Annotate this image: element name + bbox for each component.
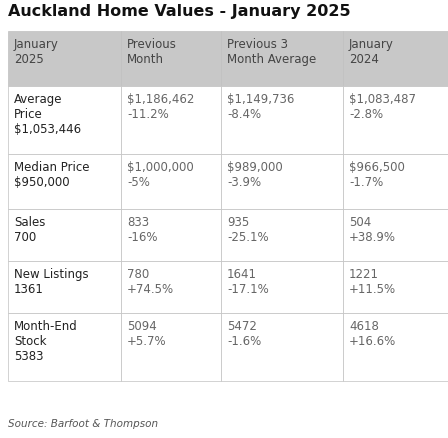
Text: Month-End
Stock
5383: Month-End Stock 5383 — [14, 319, 78, 362]
Text: 1221
+11.5%: 1221 +11.5% — [349, 267, 396, 295]
Text: 504
+38.9%: 504 +38.9% — [349, 215, 396, 244]
Text: 935
-25.1%: 935 -25.1% — [227, 215, 269, 244]
Text: Source: Barfoot & Thompson: Source: Barfoot & Thompson — [8, 418, 158, 428]
Text: Previous
Month: Previous Month — [127, 38, 177, 66]
Text: January
2024: January 2024 — [349, 38, 394, 66]
Text: $1,186,462
-11.2%: $1,186,462 -11.2% — [127, 93, 194, 121]
Text: Median Price
$950,000: Median Price $950,000 — [14, 161, 90, 189]
Text: $966,500
-1.7%: $966,500 -1.7% — [349, 161, 405, 189]
Text: 780
+74.5%: 780 +74.5% — [127, 267, 174, 295]
Text: Sales
700: Sales 700 — [14, 215, 45, 244]
Text: Auckland Home Values - January 2025: Auckland Home Values - January 2025 — [8, 4, 351, 19]
Text: 1641
-17.1%: 1641 -17.1% — [227, 267, 269, 295]
Text: 4618
+16.6%: 4618 +16.6% — [349, 319, 396, 347]
Text: Average
Price
$1,053,446: Average Price $1,053,446 — [14, 93, 81, 136]
Text: $1,000,000
-5%: $1,000,000 -5% — [127, 161, 194, 189]
Text: January
2025: January 2025 — [14, 38, 59, 66]
Text: 833
-16%: 833 -16% — [127, 215, 158, 244]
Text: Previous 3
Month Average: Previous 3 Month Average — [227, 38, 316, 66]
Text: $989,000
-3.9%: $989,000 -3.9% — [227, 161, 283, 189]
Text: 5472
-1.6%: 5472 -1.6% — [227, 319, 261, 347]
Text: New Listings
1361: New Listings 1361 — [14, 267, 89, 295]
Text: $1,083,487
-2.8%: $1,083,487 -2.8% — [349, 93, 416, 121]
Text: $1,149,736
-8.4%: $1,149,736 -8.4% — [227, 93, 294, 121]
Text: 5094
+5.7%: 5094 +5.7% — [127, 319, 167, 347]
